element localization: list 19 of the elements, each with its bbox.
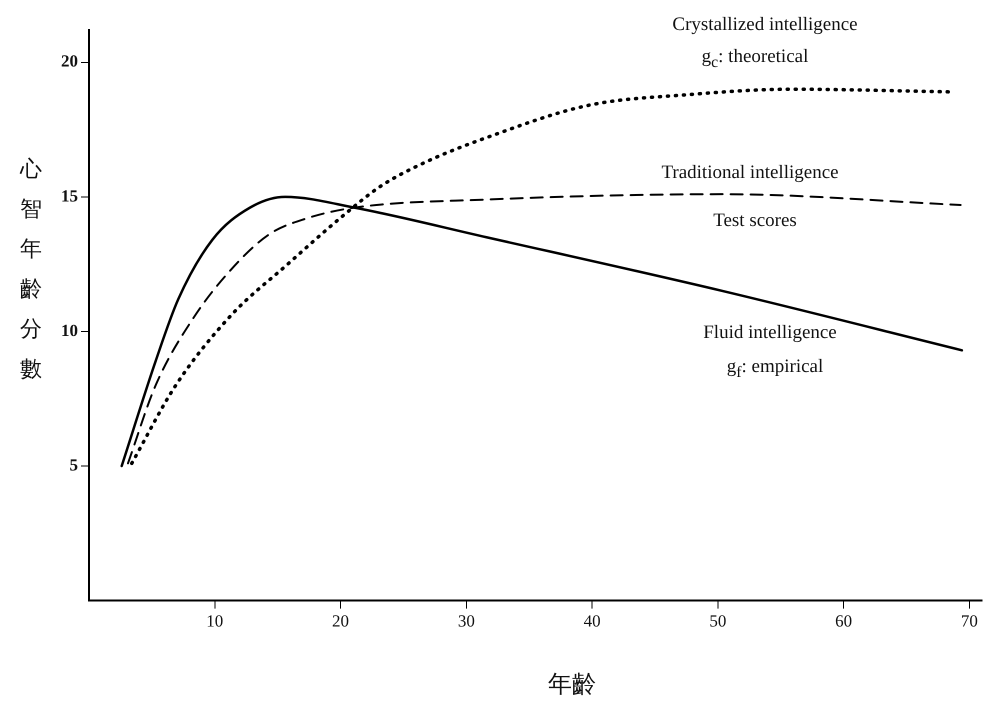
annotation: g$_{c}$: theoretical (702, 46, 808, 72)
series-label: Fluid intelligence (703, 322, 837, 344)
x-tick-label: 40 (584, 611, 601, 630)
y-axis-title: 心智年齡分數 (20, 156, 43, 384)
y-tick-label: 15 (61, 186, 78, 206)
annotation: g$_{f}$: empirical (726, 356, 824, 382)
series-label: Traditional intelligence (661, 162, 839, 184)
text: Crystallized intelligence (672, 14, 858, 36)
annotation: Test scores (713, 210, 797, 232)
x-tick-label: 70 (960, 611, 978, 630)
x-tick-label: 50 (709, 611, 726, 630)
y-tick-label: 20 (61, 52, 78, 71)
y-tick-label: 10 (61, 320, 78, 340)
x-tick-label: 30 (458, 611, 475, 630)
x-tick-label: 10 (206, 611, 224, 630)
x-axis-title: 年齡 (548, 669, 596, 700)
x-tick-label: 20 (332, 611, 350, 630)
y-tick-label: 5 (70, 455, 78, 474)
x-tick-label: 60 (835, 611, 852, 630)
